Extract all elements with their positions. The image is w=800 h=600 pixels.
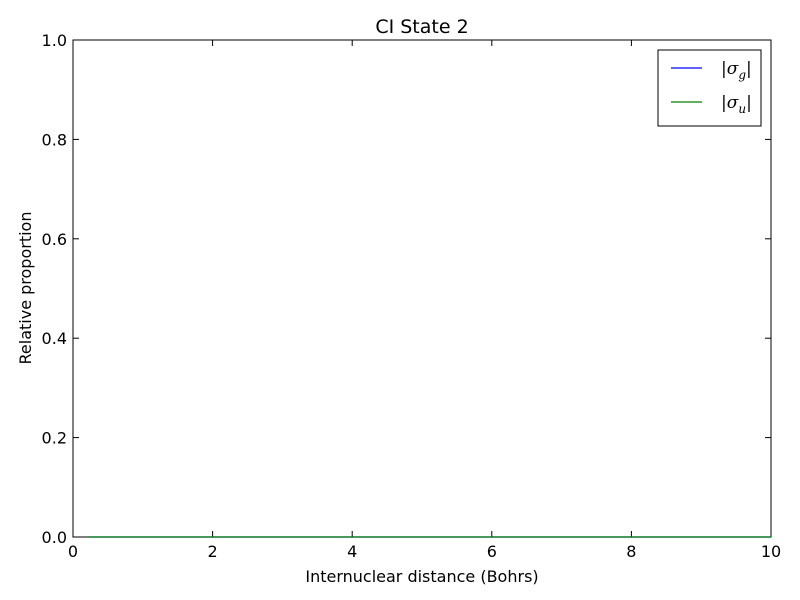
- x-axis-ticks: 0 2 4 6 8 10: [68, 40, 781, 561]
- legend-label-g: |σg|: [721, 59, 752, 82]
- legend-label-main: |σ: [721, 93, 739, 113]
- y-tick-label: 0.0: [42, 528, 67, 547]
- legend: |σg||σu|: [657, 49, 762, 127]
- chart-title: CI State 2: [375, 16, 468, 38]
- x-tick-label: 2: [208, 542, 218, 561]
- legend-label-subscript: g: [738, 68, 746, 82]
- y-axis-ticks: 0.0 0.2 0.4 0.6 0.8 1.0: [42, 31, 771, 547]
- y-axis-label: Relative proportion: [16, 212, 35, 365]
- legend-frame: [657, 49, 762, 127]
- y-tick-label: 0.8: [42, 130, 67, 149]
- plot-area: 0 2 4 6 8 10 0.0 0.2 0.4 0.6 0.8 1.0: [42, 31, 782, 561]
- x-axis-label: Internuclear distance (Bohrs): [305, 567, 538, 586]
- y-tick-label: 1.0: [42, 31, 67, 50]
- x-tick-label: 0: [68, 542, 78, 561]
- y-tick-label: 0.4: [42, 329, 67, 348]
- x-tick-label: 8: [626, 542, 636, 561]
- plot-frame: [72, 39, 772, 538]
- x-tick-label: 4: [347, 542, 357, 561]
- x-tick-label: 10: [761, 542, 781, 561]
- legend-label-subscript: u: [738, 102, 746, 116]
- legend-label-main: |σ: [721, 59, 739, 79]
- legend-label-u: |σu|: [721, 93, 752, 116]
- x-tick-label: 6: [487, 542, 497, 561]
- y-tick-label: 0.2: [42, 429, 67, 448]
- legend-label-close: |: [746, 93, 752, 113]
- legend-label-close: |: [746, 59, 752, 79]
- y-tick-label: 0.6: [42, 230, 67, 249]
